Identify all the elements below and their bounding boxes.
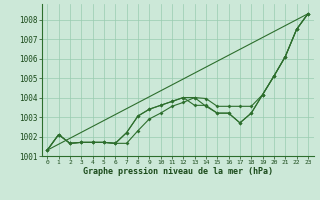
X-axis label: Graphe pression niveau de la mer (hPa): Graphe pression niveau de la mer (hPa) bbox=[83, 167, 273, 176]
